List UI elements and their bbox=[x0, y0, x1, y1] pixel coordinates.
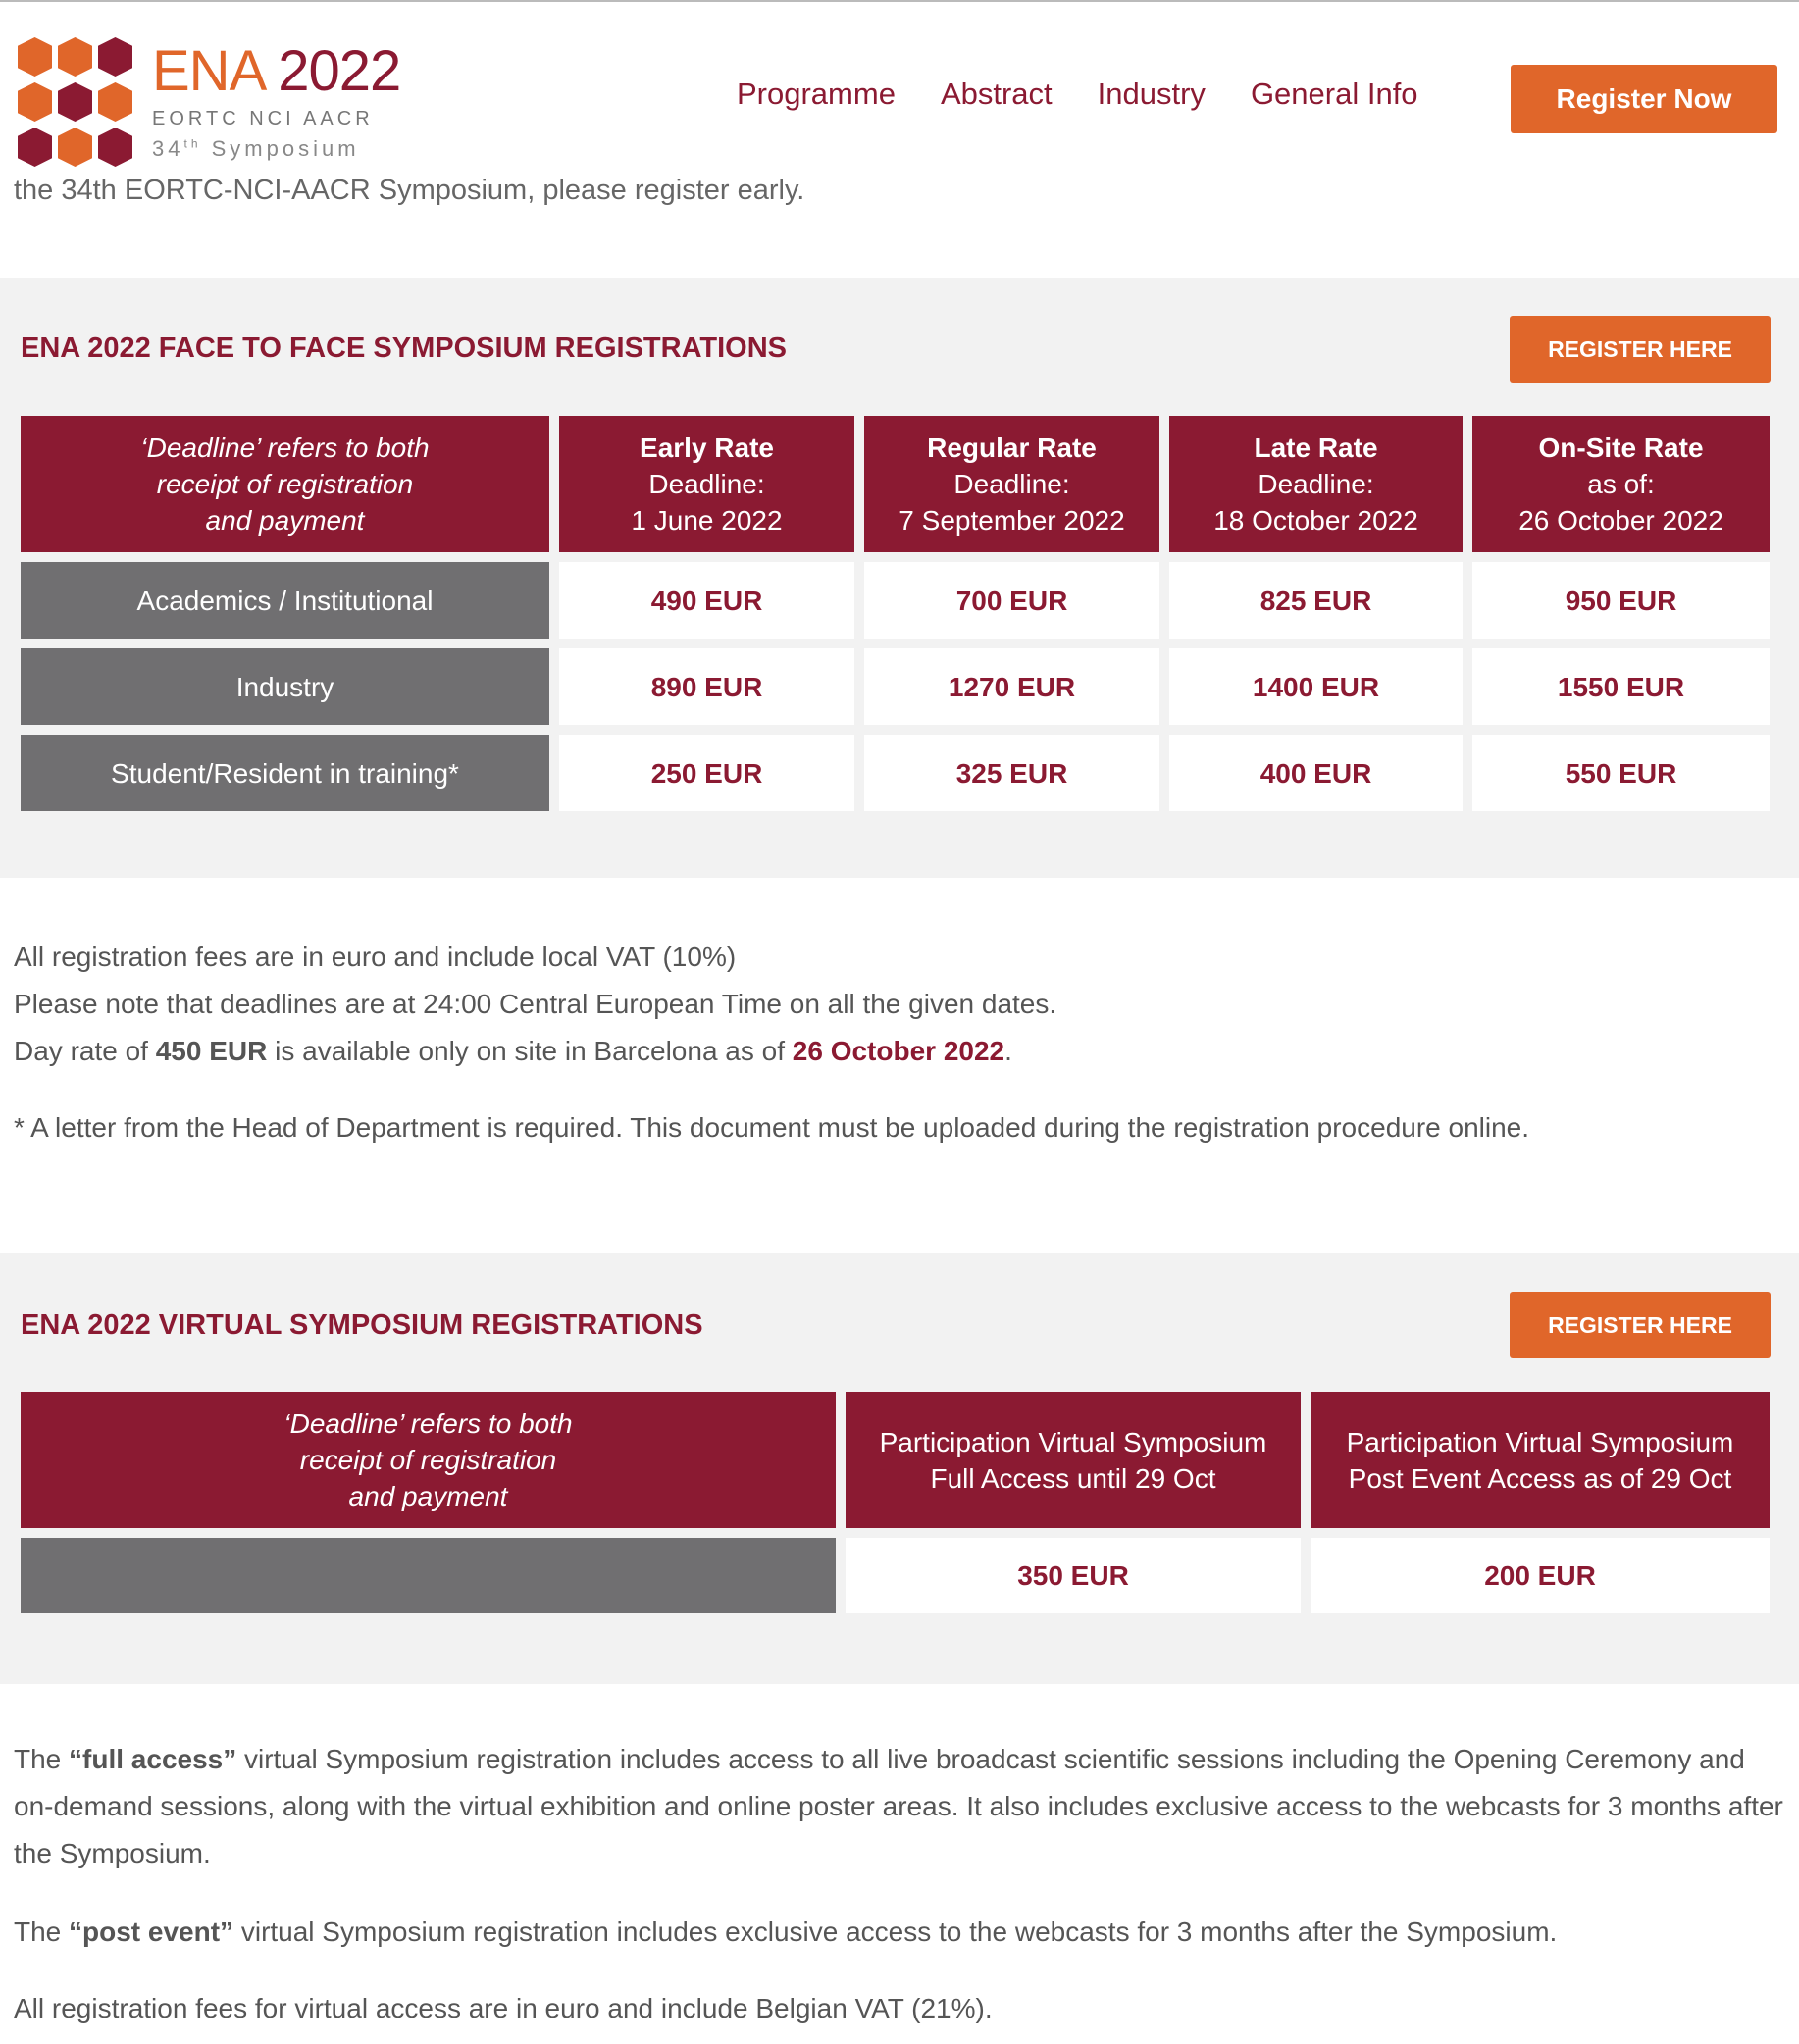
row-label: Industry bbox=[21, 648, 549, 725]
intro-text: the 34th EORTC-NCI-AACR Symposium, pleas… bbox=[14, 175, 805, 206]
column-header: Participation Virtual Symposium Full Acce… bbox=[846, 1392, 1301, 1528]
register-here-button[interactable]: REGISTER HERE bbox=[1510, 316, 1771, 383]
face-to-face-section: ENA 2022 FACE TO FACE SYMPOSIUM REGISTRA… bbox=[0, 278, 1799, 878]
price-cell: 490 EUR bbox=[559, 562, 854, 639]
price-cell: 1550 EUR bbox=[1472, 648, 1770, 725]
price-cell: 325 EUR bbox=[864, 735, 1159, 811]
price-cell: 250 EUR bbox=[559, 735, 854, 811]
nav-abstract[interactable]: Abstract bbox=[940, 77, 1053, 111]
face-to-face-rates-table: ‘Deadline’ refers to both receipt of regi… bbox=[21, 416, 1770, 821]
virtual-title: ENA 2022 VIRTUAL SYMPOSIUM REGISTRATIONS bbox=[21, 1309, 703, 1341]
row-label: Student/Resident in training* bbox=[21, 735, 549, 811]
register-now-button[interactable]: Register Now bbox=[1511, 65, 1777, 133]
table-row: Academics / Institutional 490 EUR 700 EUR 8… bbox=[21, 562, 1770, 639]
hexagon-icon bbox=[58, 128, 92, 167]
logo-symposium: 34th Symposium bbox=[152, 135, 360, 161]
face-to-face-title: ENA 2022 FACE TO FACE SYMPOSIUM REGISTRA… bbox=[21, 332, 787, 364]
row-label: Academics / Institutional bbox=[21, 562, 549, 639]
nav-industry[interactable]: Industry bbox=[1097, 77, 1206, 111]
column-header: Regular Rate Deadline: 7 September 2022 bbox=[864, 416, 1159, 552]
table-row: 350 EUR 200 EUR bbox=[21, 1538, 1770, 1613]
column-header: On-Site Rate as of: 26 October 2022 bbox=[1472, 416, 1770, 552]
price-cell: 890 EUR bbox=[559, 648, 854, 725]
table-header-row: ‘Deadline’ refers to both receipt of regi… bbox=[21, 416, 1770, 552]
price-cell: 350 EUR bbox=[846, 1538, 1301, 1613]
price-cell: 1270 EUR bbox=[864, 648, 1159, 725]
virtual-notes: The “full access” virtual Symposium regi… bbox=[14, 1744, 1783, 2023]
nav-general-info[interactable]: General Info bbox=[1250, 77, 1418, 111]
virtual-rates-table: ‘Deadline’ refers to both receipt of regi… bbox=[21, 1392, 1770, 1623]
footnote: * A letter from the Head of Department i… bbox=[14, 1112, 1530, 1143]
table-row: Industry 890 EUR 1270 EUR 1400 EUR 1550 EUR bbox=[21, 648, 1770, 725]
table-row: Student/Resident in training* 250 EUR 325 … bbox=[21, 735, 1770, 811]
hexagon-icon bbox=[58, 37, 92, 77]
site-header: ENA 2022 EORTC NCI AACR 34th Symposium P… bbox=[0, 0, 1799, 173]
column-header: Early Rate Deadline: 1 June 2022 bbox=[559, 416, 854, 552]
main-nav: Programme Abstract Industry General Info bbox=[737, 77, 1418, 112]
table-header-row: ‘Deadline’ refers to both receipt of regi… bbox=[21, 1392, 1770, 1528]
hexagon-icon bbox=[98, 37, 132, 77]
hexagon-icon bbox=[18, 37, 52, 77]
register-here-virtual-button[interactable]: REGISTER HERE bbox=[1510, 1292, 1771, 1358]
column-header: Late Rate Deadline: 18 October 2022 bbox=[1169, 416, 1463, 552]
price-cell: 950 EUR bbox=[1472, 562, 1770, 639]
logo-ena: ENA bbox=[152, 38, 264, 103]
deadline-note: ‘Deadline’ refers to both receipt of regi… bbox=[21, 416, 549, 552]
price-cell: 550 EUR bbox=[1472, 735, 1770, 811]
ena-logo[interactable]: ENA 2022 EORTC NCI AACR 34th Symposium bbox=[18, 37, 401, 167]
price-cell: 1400 EUR bbox=[1169, 648, 1463, 725]
hexagon-icon bbox=[98, 82, 132, 122]
price-cell: 400 EUR bbox=[1169, 735, 1463, 811]
price-cell: 200 EUR bbox=[1311, 1538, 1770, 1613]
hexagon-icon bbox=[18, 128, 52, 167]
hexagon-icon bbox=[58, 82, 92, 122]
logo-orgs: EORTC NCI AACR bbox=[152, 107, 374, 129]
row-label bbox=[21, 1538, 836, 1613]
nav-programme[interactable]: Programme bbox=[737, 77, 896, 111]
price-cell: 700 EUR bbox=[864, 562, 1159, 639]
hexagon-logo-icon bbox=[18, 37, 132, 167]
fee-notes: All registration fees are in euro and in… bbox=[14, 934, 1789, 1151]
hexagon-icon bbox=[98, 128, 132, 167]
logo-year: 2022 bbox=[278, 38, 401, 103]
price-cell: 825 EUR bbox=[1169, 562, 1463, 639]
hexagon-icon bbox=[18, 82, 52, 122]
deadline-note: ‘Deadline’ refers to both receipt of regi… bbox=[21, 1392, 836, 1528]
column-header: Participation Virtual Symposium Post Even… bbox=[1311, 1392, 1770, 1528]
virtual-section: ENA 2022 VIRTUAL SYMPOSIUM REGISTRATIONS… bbox=[0, 1253, 1799, 1684]
